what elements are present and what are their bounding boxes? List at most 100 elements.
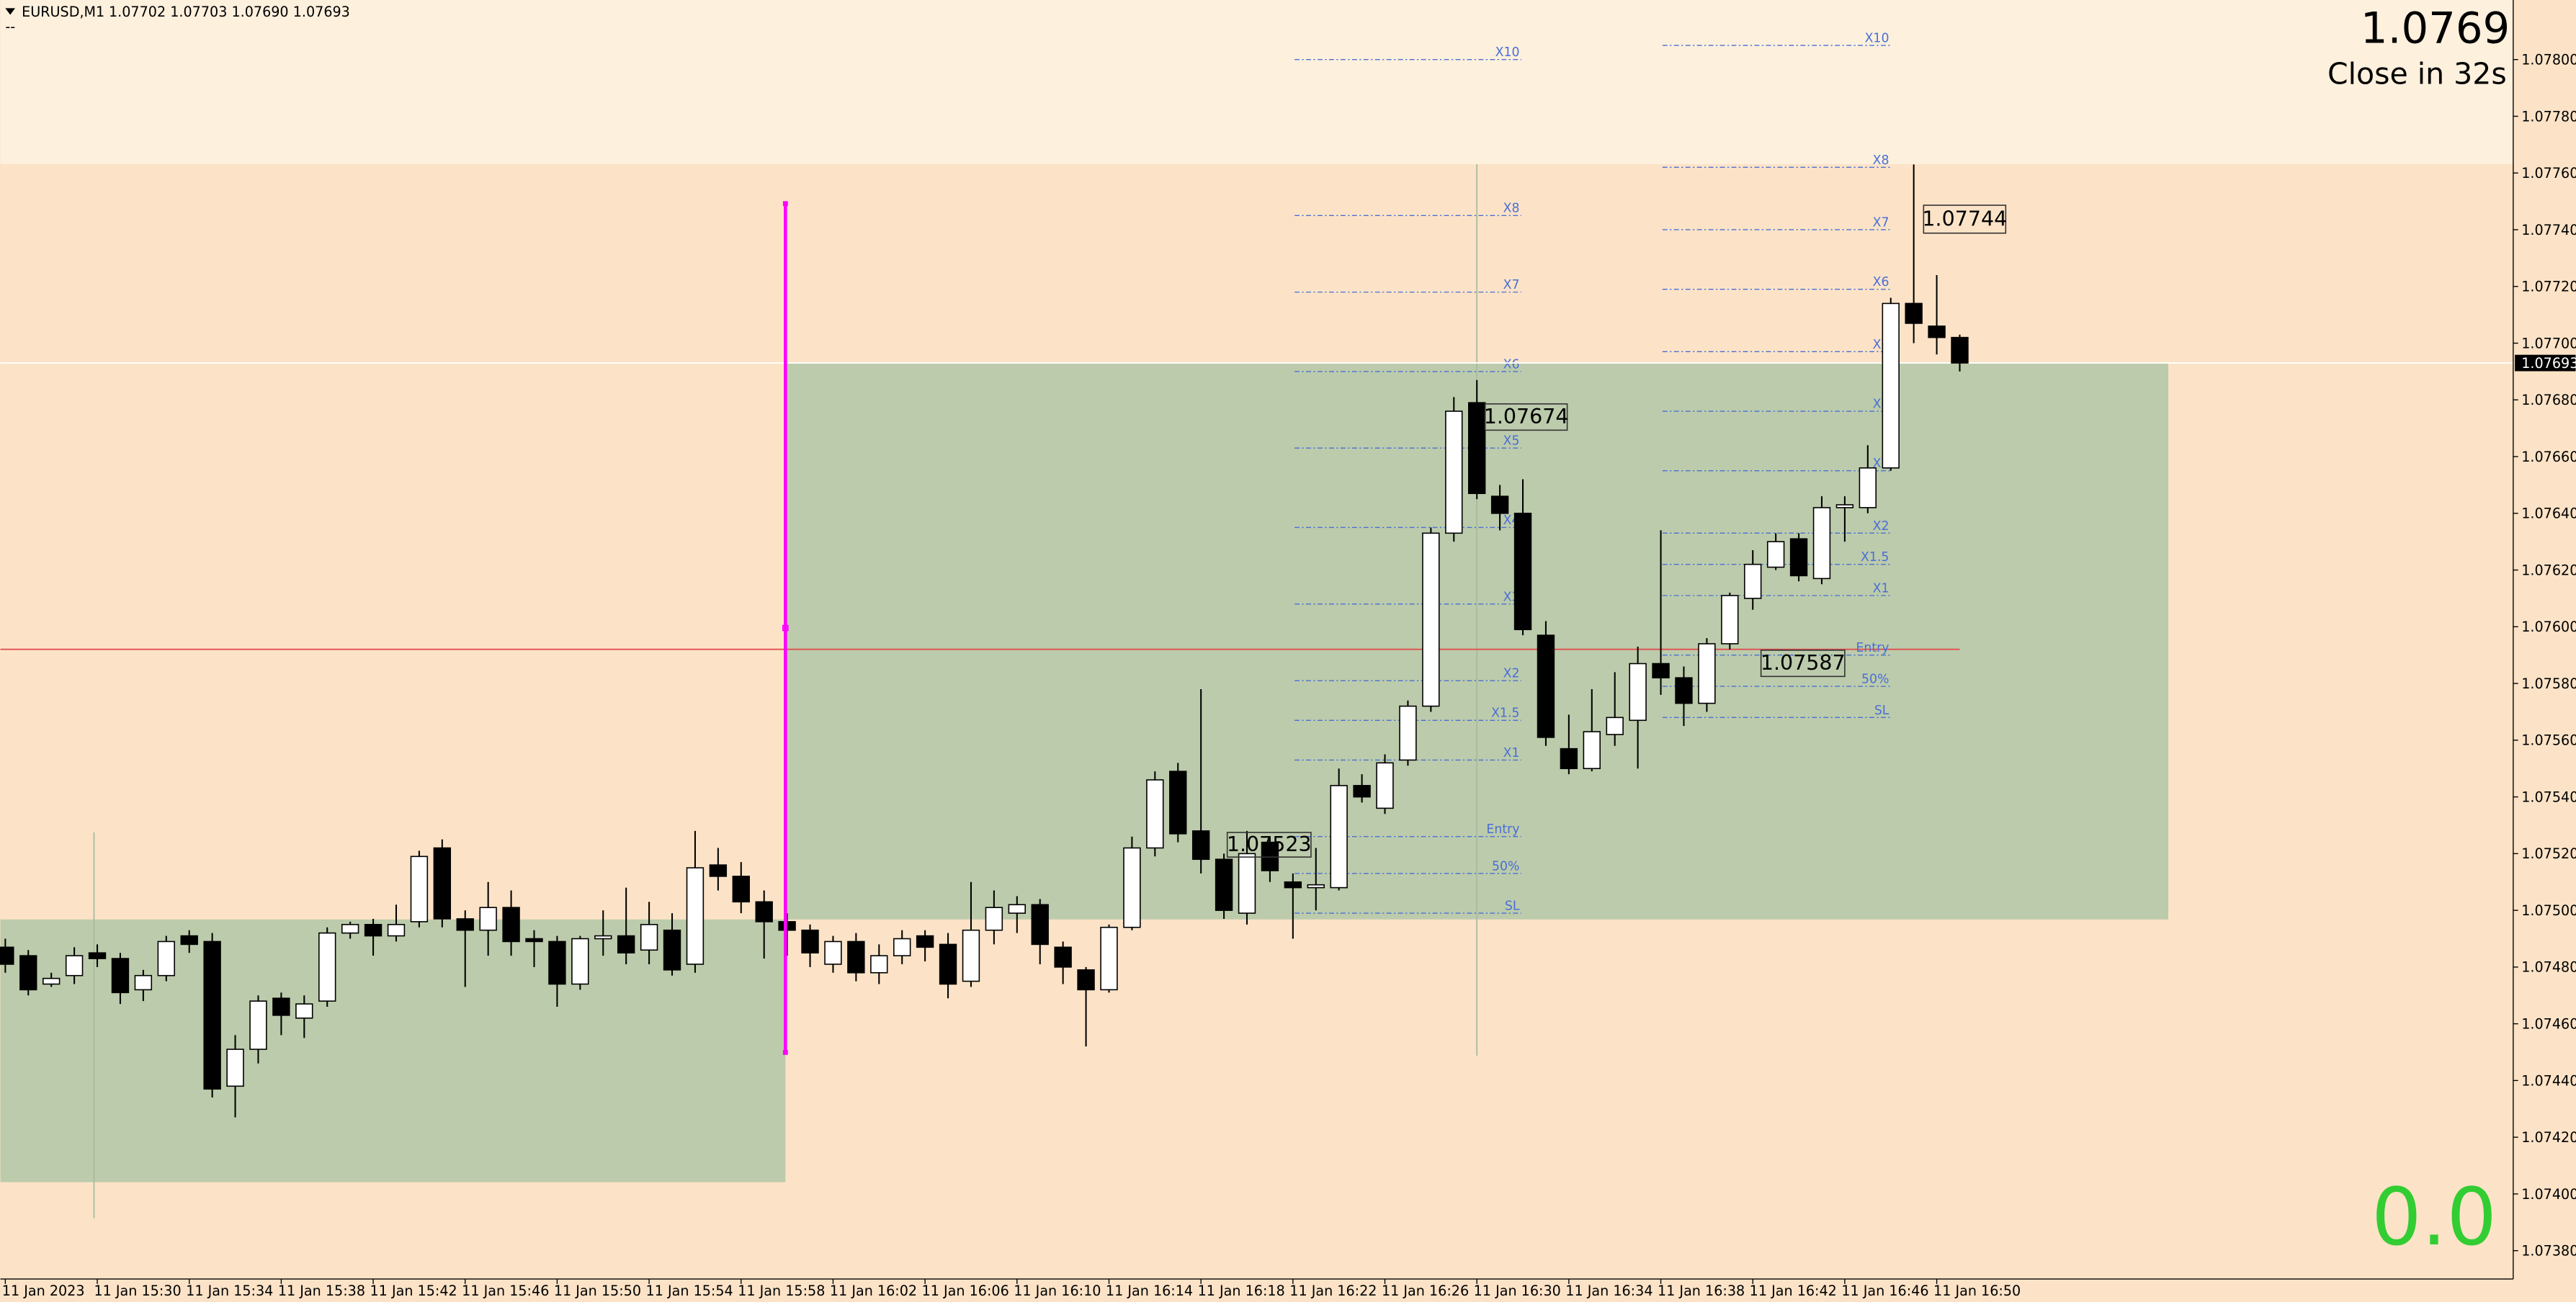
candle-body <box>1744 563 1762 599</box>
x-tick-label: 11 Jan 15:34 <box>186 1283 273 1299</box>
top-band <box>0 0 2513 164</box>
candle-body <box>1376 762 1394 809</box>
candle-body <box>387 924 406 937</box>
level-label: X8 <box>1503 202 1520 216</box>
candle-body <box>479 907 497 931</box>
annotation-box <box>1484 403 1568 431</box>
y-tick-label: 1.07520 <box>2521 845 2576 862</box>
candle-body <box>1191 830 1210 861</box>
candle-body <box>1812 507 1831 580</box>
annotation-box <box>1226 832 1312 858</box>
candle-body <box>962 929 980 982</box>
candle-body <box>1951 336 1969 364</box>
candle-body <box>1652 663 1670 679</box>
candle-body <box>1445 410 1463 534</box>
y-tick-label: 1.07680 <box>2521 392 2576 408</box>
candle-body <box>1629 663 1647 722</box>
x-tick-label: 11 Jan 15:54 <box>646 1283 733 1299</box>
candles <box>0 164 1969 1118</box>
candle-body <box>847 940 865 974</box>
level-label: X5 <box>1503 434 1520 449</box>
x-tick-label: 11 Jan 15:30 <box>94 1283 181 1299</box>
y-tick-label: 1.07540 <box>2521 789 2576 805</box>
x-tick-label: 11 Jan 15:46 <box>462 1283 549 1299</box>
candle-body <box>295 1003 313 1019</box>
zone <box>0 919 786 1182</box>
candle-body <box>272 997 290 1016</box>
candle-body <box>111 958 130 994</box>
candle-body <box>1077 969 1095 991</box>
y-tick-label: 1.07620 <box>2521 562 2576 578</box>
candle-body <box>870 955 888 974</box>
candle-body <box>1284 881 1302 889</box>
candle-body <box>410 856 429 922</box>
level-label: X2 <box>1503 667 1520 681</box>
candle-body <box>824 940 842 965</box>
x-tick-label: 11 Jan 15:38 <box>278 1283 365 1299</box>
level-label: X1.5 <box>1491 706 1519 721</box>
candle-body <box>1583 731 1601 770</box>
last-price-box <box>2515 354 2576 372</box>
level-label: X6 <box>1873 275 1889 289</box>
candle-body <box>686 867 705 965</box>
x-tick-label: 11 Jan 16:42 <box>1750 1283 1837 1299</box>
level-label: X6 <box>1503 357 1520 372</box>
x-tick-label: 11 Jan 15:50 <box>554 1283 641 1299</box>
counter: 0.0 <box>2371 1171 2497 1263</box>
candle-body <box>456 918 474 931</box>
annotation-box <box>1923 205 2007 234</box>
y-tick-label: 1.07500 <box>2521 902 2576 919</box>
candle-body <box>249 1000 267 1050</box>
level-label: X1 <box>1873 581 1889 596</box>
candle-body <box>1146 779 1164 849</box>
candle-body <box>1399 705 1417 761</box>
annotation-text: 1.07744 <box>1922 207 2007 231</box>
level-label: Entry <box>1856 641 1889 655</box>
y-tick-label: 1.07700 <box>2521 335 2576 351</box>
level-label: X8 <box>1873 153 1889 168</box>
x-tick-label: 11 Jan 16:38 <box>1658 1283 1745 1299</box>
candle-body <box>939 943 957 985</box>
y-tick-label: 1.07660 <box>2521 449 2576 465</box>
candle-body <box>318 932 336 1002</box>
y-tick-label: 1.07440 <box>2521 1072 2576 1089</box>
x-tick-label: 11 Jan 16:30 <box>1474 1283 1561 1299</box>
quote: 1.07702 1.07703 1.07690 1.07693 <box>109 4 350 20</box>
x-tick-label: 11 Jan 15:42 <box>370 1283 457 1299</box>
countdown: Close in 32s <box>2327 56 2507 91</box>
level-label: X2 <box>1873 519 1889 534</box>
annotation-box <box>1760 650 1846 678</box>
level-label: X10 <box>1865 31 1889 45</box>
level-label: X7 <box>1873 215 1889 230</box>
y-tick-label: 1.07640 <box>2521 506 2576 522</box>
y-tick-label: 1.07400 <box>2521 1186 2576 1203</box>
candle-body <box>1537 634 1555 738</box>
y-tick-label: 1.07800 <box>2521 52 2576 68</box>
annotation: 1.07523 <box>1226 832 1312 858</box>
x-tick-label: 11 Jan 16:14 <box>1106 1283 1193 1299</box>
candle-body <box>709 864 728 877</box>
x-tick-label: 11 Jan 16:34 <box>1565 1283 1653 1299</box>
candle-body <box>88 952 107 959</box>
candle-body <box>1330 785 1348 889</box>
candle-body <box>0 946 14 965</box>
handle <box>782 201 788 207</box>
x-tick-label: 11 Jan 16:06 <box>922 1283 1009 1299</box>
candle-body <box>755 901 773 922</box>
level-label: X1.5 <box>1861 550 1889 565</box>
level-label: 50% <box>1492 859 1519 874</box>
candle-body <box>1698 643 1716 704</box>
annotation-text: 1.07674 <box>1484 405 1569 428</box>
x-tick-label: 11 Jan 16:46 <box>1841 1283 1928 1299</box>
candle-body <box>203 940 221 1090</box>
candle-body <box>1422 532 1440 707</box>
candle-body <box>893 938 911 956</box>
menu-icon[interactable] <box>5 8 16 15</box>
candle-body <box>1123 847 1141 928</box>
candle-body <box>1606 717 1624 735</box>
x-tick-label: 11 Jan 15:58 <box>738 1283 825 1299</box>
candle-body <box>1054 946 1072 968</box>
